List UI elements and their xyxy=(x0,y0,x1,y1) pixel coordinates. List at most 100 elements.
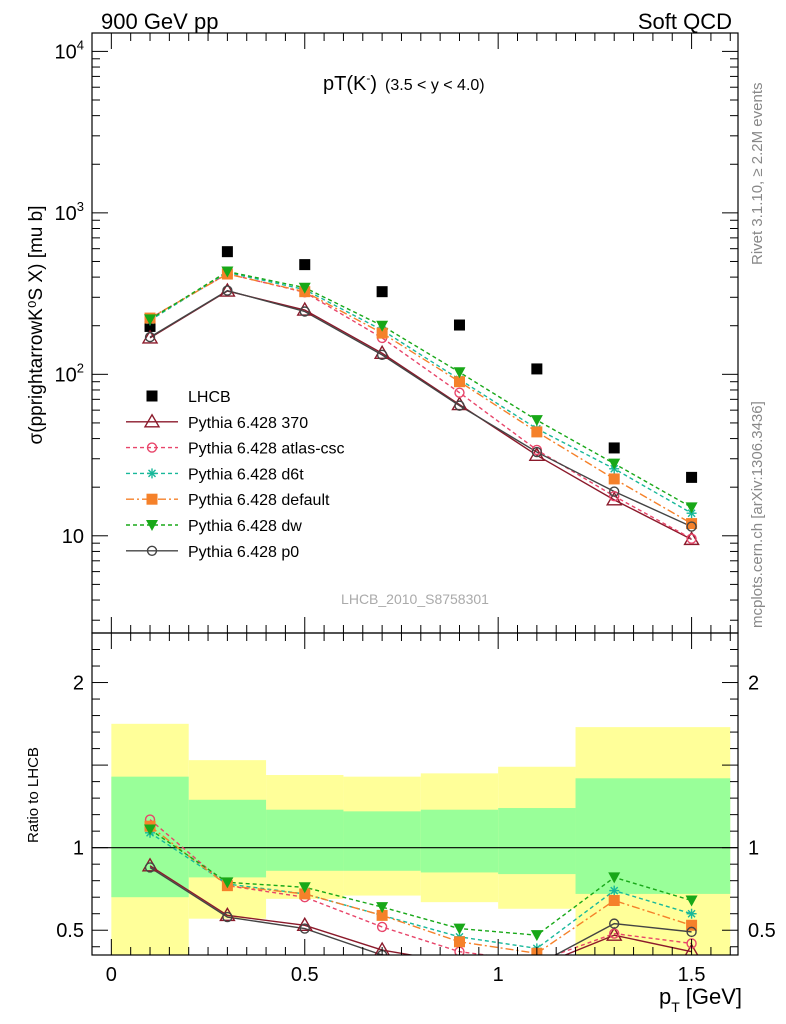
title-sup: - xyxy=(366,71,370,85)
main-series xyxy=(141,246,700,546)
data-point-pythia-6-428-p0 xyxy=(222,285,233,296)
ratio-y-tick-label: 0.5 xyxy=(56,920,84,942)
data-point-pythia-6-428-370 xyxy=(219,282,236,297)
data-point-pythia-6-428-default xyxy=(608,473,620,485)
legend-label: Pythia 6.428 d6t xyxy=(188,466,304,483)
uncertainty-band-inner xyxy=(575,778,731,894)
data-point-lhcb xyxy=(531,363,543,375)
x-tick-label: 0.5 xyxy=(291,964,319,986)
ratio-point-pythia-6-428-default xyxy=(686,919,698,931)
title-main: pT(K xyxy=(323,73,367,95)
legend-label: Pythia 6.428 default xyxy=(188,492,330,509)
uncertainty-band-inner xyxy=(188,799,267,878)
data-point-pythia-6-428-p0 xyxy=(454,400,465,411)
data-point-lhcb xyxy=(299,259,311,271)
ratio-point-pythia-6-428-default xyxy=(608,895,620,907)
main-panel: 104 103 102 10 xyxy=(55,32,739,634)
x-tick-label: 1.5 xyxy=(678,964,706,986)
ratio-point-pythia-6-428-dw xyxy=(298,882,311,894)
legend-label: Pythia 6.428 370 xyxy=(188,415,308,432)
ratio-point-pythia-6-428-370 xyxy=(605,926,623,941)
ratio-line-pythia-6-428-atlas-csc xyxy=(149,819,692,955)
ratio-line-pythia-6-428-370 xyxy=(149,865,692,955)
ratio-panel: 2 2 1 1 0.5 0.5 0 0.5 1 1.5 xyxy=(56,632,776,986)
ratio-point-pythia-6-428-370 xyxy=(296,916,313,931)
data-point-pythia-6-428-dw xyxy=(685,502,698,514)
legend: LHCB Pythia 6.428 370 Pythia 6.428 atlas-c… xyxy=(126,389,345,561)
ratio-point-pythia-6-428-370 xyxy=(459,954,460,955)
series-line-pythia-6-428-d6t xyxy=(149,271,692,514)
ratio-point-pythia-6-428-dw xyxy=(685,895,698,907)
data-point-pythia-6-428-dw xyxy=(298,282,311,294)
data-point-lhcb xyxy=(221,246,233,258)
data-point-lhcb xyxy=(144,320,156,332)
ratio-point-pythia-6-428-p0 xyxy=(609,918,620,929)
series-line-pythia-6-428-default xyxy=(149,273,692,525)
ratio-point-pythia-6-428-370 xyxy=(530,960,544,972)
ratio-point-pythia-6-428-dw xyxy=(376,902,389,914)
ratio-point-pythia-6-428-default xyxy=(453,936,465,948)
data-point-pythia-6-428-dw xyxy=(608,458,621,470)
data-point-pythia-6-428-dw xyxy=(530,415,543,427)
data-point-pythia-6-428-atlas-csc xyxy=(609,490,620,502)
x-tick-label: 1 xyxy=(493,964,504,986)
ratio-y-tick-label-right: 1 xyxy=(748,838,759,860)
data-point-pythia-6-428-p0 xyxy=(531,446,543,458)
ratio-y-tick-label: 2 xyxy=(73,673,84,695)
plot-title: pT(K-) (3.5 < y < 4.0) xyxy=(323,71,485,95)
data-point-pythia-6-428-p0 xyxy=(144,331,156,343)
ratio-point-pythia-6-428-p0 xyxy=(222,911,233,923)
data-point-lhcb xyxy=(376,286,388,298)
ratio-ylabel: Ratio to LHCB xyxy=(25,747,42,843)
data-point-pythia-6-428-p0 xyxy=(299,306,310,317)
ratio-point-pythia-6-428-d6t xyxy=(686,908,697,919)
data-point-pythia-6-428-dw xyxy=(221,266,234,278)
ratio-point-pythia-6-428-atlas-csc xyxy=(532,957,541,966)
ratio-xlabel: pT [GeV] xyxy=(659,984,742,1015)
reference-label: mcplots.cern.ch [arXiv:1306.3436] xyxy=(749,401,766,628)
ratio-point-pythia-6-428-dw xyxy=(144,824,157,836)
legend-marker xyxy=(146,493,158,505)
data-point-pythia-6-428-p0 xyxy=(686,521,697,532)
uncertainty-band-inner xyxy=(498,808,576,875)
legend-marker xyxy=(143,413,161,428)
series-line-pythia-6-428-dw xyxy=(149,270,692,508)
ratio-point-pythia-6-428-p0 xyxy=(299,923,310,934)
ratio-point-pythia-6-428-370 xyxy=(374,941,390,955)
data-point-lhcb xyxy=(686,471,698,483)
ratio-point-pythia-6-428-p0 xyxy=(144,862,156,873)
data-point-pythia-6-428-dw xyxy=(453,367,466,379)
title-close: ) xyxy=(370,73,377,95)
title-range: (3.5 < y < 4.0) xyxy=(385,77,485,94)
legend-label: Pythia 6.428 p0 xyxy=(188,544,299,561)
ratio-y-tick-label-right: 2 xyxy=(748,673,759,695)
data-point-pythia-6-428-default xyxy=(376,327,388,339)
xlabel-main: p xyxy=(659,984,671,1009)
ratio-point-pythia-6-428-default xyxy=(299,888,311,900)
data-point-pythia-6-428-default xyxy=(453,376,465,388)
ratio-line-pythia-6-428-d6t xyxy=(149,832,692,950)
uncertainty-band-inner xyxy=(420,809,499,873)
ratio-point-pythia-6-428-d6t xyxy=(609,885,620,896)
data-point-pythia-6-428-atlas-csc xyxy=(454,387,465,398)
data-point-pythia-6-428-dw xyxy=(376,320,389,332)
ratio-y-tick-label-right: 0.5 xyxy=(748,920,776,942)
main-y-tick-label: 102 xyxy=(55,360,84,386)
header-left: 900 GeV pp xyxy=(101,9,218,34)
ratio-point-pythia-6-428-p0 xyxy=(686,926,697,938)
legend-label: LHCB xyxy=(188,389,231,406)
main-y-tick-label: 104 xyxy=(55,37,84,63)
legend-marker xyxy=(146,390,158,402)
ratio-point-pythia-6-428-dw xyxy=(608,872,621,884)
legend-marker xyxy=(146,520,158,531)
series-line-pythia-6-428-p0 xyxy=(149,289,692,528)
ratio-point-pythia-6-428-atlas-csc xyxy=(376,921,388,933)
data-point-lhcb xyxy=(453,319,465,331)
xlabel-unit: [GeV] xyxy=(686,984,742,1009)
xlabel-sub: T xyxy=(671,999,680,1015)
data-point-pythia-6-428-default xyxy=(686,518,698,530)
main-ylabel: σ(pprightarrowK⁰S X) [mu b] xyxy=(26,206,47,445)
ratio-line-pythia-6-428-p0 xyxy=(149,866,692,955)
data-point-lhcb xyxy=(608,442,620,454)
